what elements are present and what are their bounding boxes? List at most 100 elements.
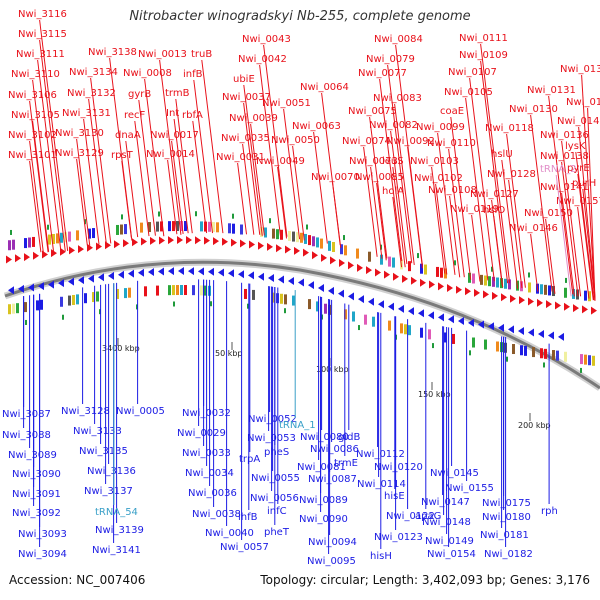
- feature-block-upper: [148, 222, 151, 233]
- forward-gene-label: Nwi_0102: [414, 173, 463, 184]
- forward-gene-arrow: [528, 297, 534, 306]
- feature-block-lower: [408, 325, 411, 336]
- feature-marker: [432, 343, 434, 349]
- leader-line: [480, 60, 509, 284]
- feature-marker: [195, 211, 197, 217]
- forward-gene-arrow: [582, 305, 588, 314]
- reverse-gene-arrow: [148, 268, 154, 277]
- forward-gene-label: Nwi_3111: [16, 49, 65, 60]
- reverse-gene-label: Nwi_0005: [116, 406, 165, 417]
- feature-block-lower: [592, 355, 595, 366]
- leader-line: [471, 214, 481, 282]
- leader-line: [465, 97, 489, 281]
- forward-gene-label: Nwi_0013: [138, 49, 187, 60]
- feature-block-upper: [496, 277, 499, 288]
- reverse-gene-arrow: [138, 268, 144, 277]
- forward-gene-label: Nwi_0049: [256, 156, 305, 167]
- reverse-gene-arrow: [118, 270, 124, 279]
- feature-block-lower: [40, 299, 43, 310]
- feature-block-upper: [76, 230, 79, 241]
- reverse-gene-arrow: [68, 277, 74, 286]
- feature-block-upper: [140, 222, 143, 233]
- forward-gene-label: rbfA: [182, 110, 203, 121]
- forward-gene-label: Nwi_0077: [358, 68, 407, 79]
- feature-marker: [565, 277, 567, 283]
- forward-gene-arrow: [402, 274, 408, 283]
- feature-block-lower: [472, 337, 475, 348]
- feature-block-upper: [440, 267, 443, 278]
- reverse-gene-arrow: [498, 323, 504, 332]
- reverse-gene-arrow: [28, 283, 34, 292]
- forward-gene-label: Nwi_0127: [470, 189, 519, 200]
- forward-gene-label: ubiE: [233, 74, 255, 85]
- feature-block-upper: [504, 278, 507, 289]
- forward-gene-label: Nwi_3102: [8, 130, 57, 141]
- feature-marker: [454, 260, 456, 266]
- feature-block-lower: [168, 285, 171, 296]
- reverse-gene-label: Nwi_3133: [73, 426, 122, 437]
- forward-gene-arrow: [564, 302, 570, 311]
- scale-tick-label: 3400 kbp: [102, 344, 140, 353]
- forward-gene-label: Nwi_0064: [300, 82, 349, 93]
- reverse-gene-arrow: [558, 332, 564, 341]
- leader-line: [582, 188, 596, 301]
- leader-line: [469, 77, 495, 282]
- leader-line: [394, 103, 415, 266]
- forward-gene-label: Int: [166, 108, 179, 119]
- feature-block-lower: [484, 339, 487, 350]
- feature-marker: [417, 253, 419, 259]
- forward-gene-arrow: [240, 239, 246, 248]
- feature-block-lower: [116, 288, 119, 299]
- leader-line: [392, 166, 406, 268]
- trna-gene-label: tRNA_54: [95, 507, 138, 518]
- feature-block-lower: [204, 285, 207, 296]
- leader-line: [548, 95, 574, 295]
- reverse-gene-label: Nwi_3090: [12, 469, 61, 480]
- feature-block-upper: [468, 272, 471, 283]
- forward-gene-label: Nwi_0037: [222, 92, 271, 103]
- leader-line: [561, 140, 582, 297]
- feature-block-lower: [584, 354, 587, 365]
- leader-line: [431, 166, 446, 274]
- reverse-gene-label: Nwi_0182: [484, 549, 533, 560]
- reverse-gene-label: Nwi_3137: [84, 486, 133, 497]
- reverse-gene-arrow: [18, 284, 24, 293]
- feature-block-lower: [532, 347, 535, 358]
- reverse-gene-label: Nwi_3128: [61, 406, 110, 417]
- feature-block-lower: [60, 296, 63, 307]
- feature-block-upper: [316, 237, 319, 248]
- forward-gene-arrow: [186, 236, 192, 245]
- feature-block-upper: [276, 229, 279, 240]
- leader-line: [506, 133, 526, 288]
- forward-gene-arrow: [132, 238, 138, 247]
- forward-gene-arrow: [429, 280, 435, 289]
- forward-gene-label: Nwi_0108: [428, 185, 477, 196]
- forward-gene-arrow: [294, 246, 300, 255]
- feature-block-lower: [308, 299, 311, 310]
- reverse-gene-arrow: [218, 268, 224, 277]
- feature-block-upper: [160, 221, 163, 232]
- leader-line: [581, 74, 596, 300]
- feature-block-upper: [472, 273, 475, 284]
- forward-gene-label: purH: [572, 178, 596, 189]
- feature-block-lower: [452, 333, 455, 344]
- feature-block-upper: [424, 264, 427, 275]
- feature-marker: [210, 301, 212, 307]
- forward-gene-label: Nwi_3138: [88, 47, 137, 58]
- reverse-gene-label: Nwi_0080: [300, 432, 349, 443]
- forward-gene-arrow: [366, 266, 372, 275]
- forward-gene-label: coaE: [440, 106, 464, 117]
- leader-line: [561, 161, 579, 297]
- leader-line: [448, 148, 465, 278]
- forward-gene-arrow: [483, 290, 489, 299]
- forward-gene-arrow: [69, 246, 75, 255]
- leader-line: [332, 182, 342, 249]
- feature-block-upper: [292, 231, 295, 242]
- reverse-gene-label: gidB: [338, 432, 360, 443]
- reverse-gene-label: Nwi_3139: [95, 525, 144, 536]
- forward-gene-arrow: [312, 251, 318, 260]
- feature-block-lower: [96, 291, 99, 302]
- feature-block-lower: [552, 350, 555, 361]
- forward-gene-arrow: [393, 272, 399, 281]
